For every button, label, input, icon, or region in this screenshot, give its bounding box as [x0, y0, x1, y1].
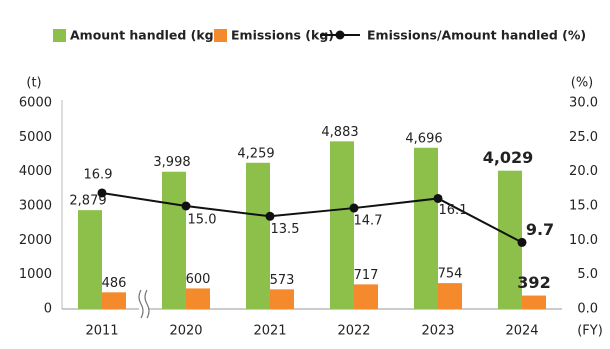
data-label: 4,883: [321, 125, 358, 140]
bar: [414, 147, 438, 309]
legend-label: Emissions/Amount handled (%): [367, 28, 586, 43]
data-label: 754: [438, 267, 463, 282]
y-tick-label: 4000: [19, 164, 52, 179]
legend-label: Amount handled (kg): [70, 28, 219, 43]
bar: [270, 289, 294, 309]
legend-swatch: [214, 29, 227, 42]
line: [101, 191, 523, 244]
line-marker: [265, 211, 275, 221]
y-tick-label: 0: [44, 302, 52, 317]
y2-tick-label: 20.0: [569, 164, 598, 179]
y2-tick-label: 10.0: [569, 233, 598, 248]
bar: [438, 283, 462, 309]
x-unit: (FY): [577, 324, 603, 339]
y-tick-label: 2000: [19, 233, 52, 248]
data-label: 3,998: [153, 155, 190, 170]
y2-tick-label: 0.0: [577, 302, 598, 317]
line-marker: [97, 188, 107, 198]
legend-marker: [335, 30, 345, 40]
data-label: 13.5: [271, 222, 300, 237]
x-tick-label: 2011: [85, 324, 118, 339]
data-label: 600: [186, 272, 211, 287]
y-tick-label: 1000: [19, 267, 52, 282]
legend-swatch: [53, 29, 66, 42]
line-marker: [181, 201, 191, 211]
bar: [246, 162, 270, 309]
y2-tick-label: 15.0: [569, 199, 598, 214]
data-label: 4,696: [405, 131, 442, 146]
x-tick-label: 2021: [253, 324, 286, 339]
line-marker: [349, 203, 359, 213]
bar: [522, 295, 546, 309]
y-tick-label: 5000: [19, 130, 52, 145]
data-label: 4,259: [237, 146, 274, 161]
y-tick-label: 3000: [19, 199, 52, 214]
data-label: 4,029: [483, 148, 534, 167]
x-tick-label: 2022: [337, 324, 370, 339]
y2-tick-label: 5.0: [577, 267, 598, 282]
axis-break: [138, 289, 150, 320]
data-label: 717: [354, 268, 379, 283]
x-tick-label: 2020: [169, 324, 202, 339]
x-tick-label: 2024: [505, 324, 538, 339]
line-marker: [433, 193, 443, 203]
y2-tick-label: 25.0: [569, 130, 598, 145]
line-marker: [517, 237, 527, 247]
legend-label: Emissions (kg): [231, 28, 334, 43]
bar: [162, 171, 186, 309]
y-tick-label: 6000: [19, 96, 52, 111]
data-label: 486: [102, 276, 127, 291]
data-label: 9.7: [526, 220, 554, 239]
y-unit: (t): [26, 76, 41, 91]
y2-tick-label: 30.0: [569, 96, 598, 111]
bar: [330, 141, 354, 309]
data-label: 2,879: [69, 194, 106, 209]
data-label: 573: [270, 273, 295, 288]
y2-unit: (%): [571, 76, 594, 91]
data-label: 16.9: [84, 167, 113, 182]
bar: [102, 292, 126, 309]
x-tick-label: 2023: [421, 324, 454, 339]
bar: [354, 284, 378, 309]
data-label: 392: [517, 273, 550, 292]
data-label: 14.7: [354, 214, 383, 229]
bar: [78, 210, 102, 309]
data-label: 15.0: [188, 213, 217, 228]
bar: [186, 288, 210, 309]
data-label: 16.1: [439, 203, 468, 218]
